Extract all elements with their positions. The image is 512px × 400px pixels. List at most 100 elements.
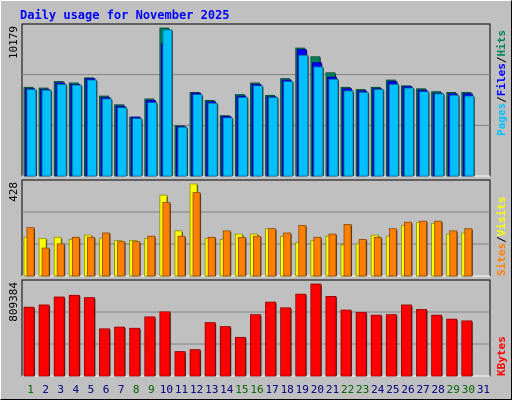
day-label-15: 15 (235, 383, 248, 396)
bottom-panel-legend-part: KBytes (495, 336, 508, 376)
pages-bar-day-26 (404, 87, 414, 177)
kbytes-bar-day-28 (431, 314, 443, 377)
day-label-8: 8 (133, 383, 140, 396)
sites-bar-day-23 (358, 239, 367, 277)
sites-bar-day-20 (313, 236, 322, 277)
day-label-3: 3 (57, 383, 64, 396)
pages-bar-day-6 (102, 98, 112, 177)
sites-bar-day-15 (237, 236, 246, 277)
pages-bar-day-24 (373, 89, 384, 177)
day-label-27: 27 (416, 383, 429, 396)
mid-panel-legend-part: / (495, 236, 508, 243)
pages-bar-day-23 (358, 91, 369, 177)
sites-bar-day-1 (26, 227, 35, 277)
sites-bar-day-10 (162, 202, 171, 277)
kbytes-bar-day-5 (83, 297, 95, 377)
sites-bar-day-9 (147, 235, 156, 277)
day-label-1: 1 (27, 383, 34, 396)
pages-bar-day-1 (26, 89, 37, 177)
pages-bar-day-28 (434, 93, 445, 177)
sites-bar-day-21 (328, 233, 337, 277)
pages-bar-day-16 (253, 85, 263, 177)
sites-bar-day-7 (117, 241, 125, 277)
day-label-16: 16 (250, 383, 263, 396)
kbytes-bar-day-8 (129, 327, 141, 377)
pages-bar-day-7 (117, 107, 127, 177)
sites-bar-day-27 (419, 220, 427, 277)
kbytes-bar-day-10 (159, 311, 171, 377)
kbytes-bar-day-3 (53, 296, 65, 377)
top-panel-legend: Pages/Files/Hits (495, 30, 508, 136)
kbytes-bar-day-29 (446, 318, 458, 377)
kbytes-bar-day-26 (401, 304, 412, 377)
day-label-30: 30 (462, 383, 475, 396)
kbytes-bar-day-17 (265, 301, 276, 377)
day-label-11: 11 (175, 383, 188, 396)
day-label-5: 5 (88, 383, 95, 396)
sites-bar-day-25 (388, 228, 397, 277)
kbytes-bar-day-25 (385, 314, 397, 377)
pages-bar-day-18 (283, 81, 294, 177)
day-label-4: 4 (73, 383, 80, 396)
sites-bar-day-24 (373, 236, 382, 277)
kbytes-bar-day-21 (325, 296, 337, 377)
kbytes-bar-day-9 (144, 316, 156, 377)
kbytes-bar-day-30 (461, 320, 473, 377)
top-panel-legend-part: Files (495, 63, 508, 96)
day-label-22: 22 (341, 383, 354, 396)
sites-bar-day-22 (343, 224, 352, 277)
mid-panel-legend: Sites/Visits (495, 197, 508, 277)
kbytes-bar-day-20 (310, 283, 322, 377)
sites-bar-day-18 (283, 232, 292, 277)
day-label-28: 28 (432, 383, 445, 396)
kbytes-bar-day-22 (340, 309, 352, 377)
sites-bar-day-11 (177, 235, 186, 277)
panel-1-max-label: 10179 (7, 26, 20, 59)
kbytes-bar-day-13 (204, 322, 216, 377)
kbytes-bar-day-23 (355, 311, 367, 377)
day-label-20: 20 (311, 383, 324, 396)
kbytes-bar-day-6 (99, 328, 110, 377)
day-label-12: 12 (190, 383, 203, 396)
top-panel-legend-part: Pages (495, 103, 508, 136)
pages-bar-day-17 (268, 97, 278, 177)
pages-bar-day-9 (147, 102, 158, 177)
pages-bar-day-30 (464, 95, 475, 177)
sites-bar-day-12 (192, 192, 201, 277)
pages-bar-day-27 (419, 91, 429, 177)
mid-panel-legend-part: Sites (495, 243, 508, 276)
pages-bar-day-11 (177, 126, 188, 177)
day-label-6: 6 (103, 383, 110, 396)
sites-bar-day-13 (207, 236, 216, 277)
day-label-31: 31 (477, 383, 490, 396)
sites-bar-day-28 (434, 220, 443, 277)
pages-bar-day-15 (237, 97, 248, 177)
day-label-9: 9 (148, 383, 155, 396)
kbytes-bar-day-16 (250, 314, 261, 377)
pages-bar-day-3 (56, 83, 67, 177)
pages-bar-day-21 (328, 78, 339, 177)
kbytes-bar-day-14 (219, 326, 231, 377)
top-panel-legend-part: / (495, 56, 508, 63)
sites-bar-day-29 (449, 230, 458, 277)
pages-bar-day-22 (343, 90, 354, 177)
panel-3-max-label: 809384 (7, 282, 20, 322)
day-label-13: 13 (205, 383, 218, 396)
day-label-14: 14 (220, 383, 234, 396)
day-label-25: 25 (386, 383, 399, 396)
pages-bar-day-8 (132, 118, 143, 177)
pages-bar-day-19 (298, 54, 309, 177)
pages-bar-day-12 (192, 94, 203, 177)
day-label-29: 29 (447, 383, 460, 396)
kbytes-bar-day-4 (68, 294, 80, 377)
day-label-21: 21 (326, 383, 339, 396)
sites-bar-day-2 (41, 247, 50, 277)
kbytes-bar-day-2 (38, 304, 50, 377)
kbytes-bar-day-11 (174, 351, 186, 377)
kbytes-bar-day-7 (114, 326, 125, 377)
sites-bar-day-6 (102, 232, 110, 277)
pages-bar-day-25 (388, 83, 399, 177)
kbytes-bar-day-12 (189, 349, 201, 377)
mid-panel-legend-part: Visits (495, 197, 508, 237)
